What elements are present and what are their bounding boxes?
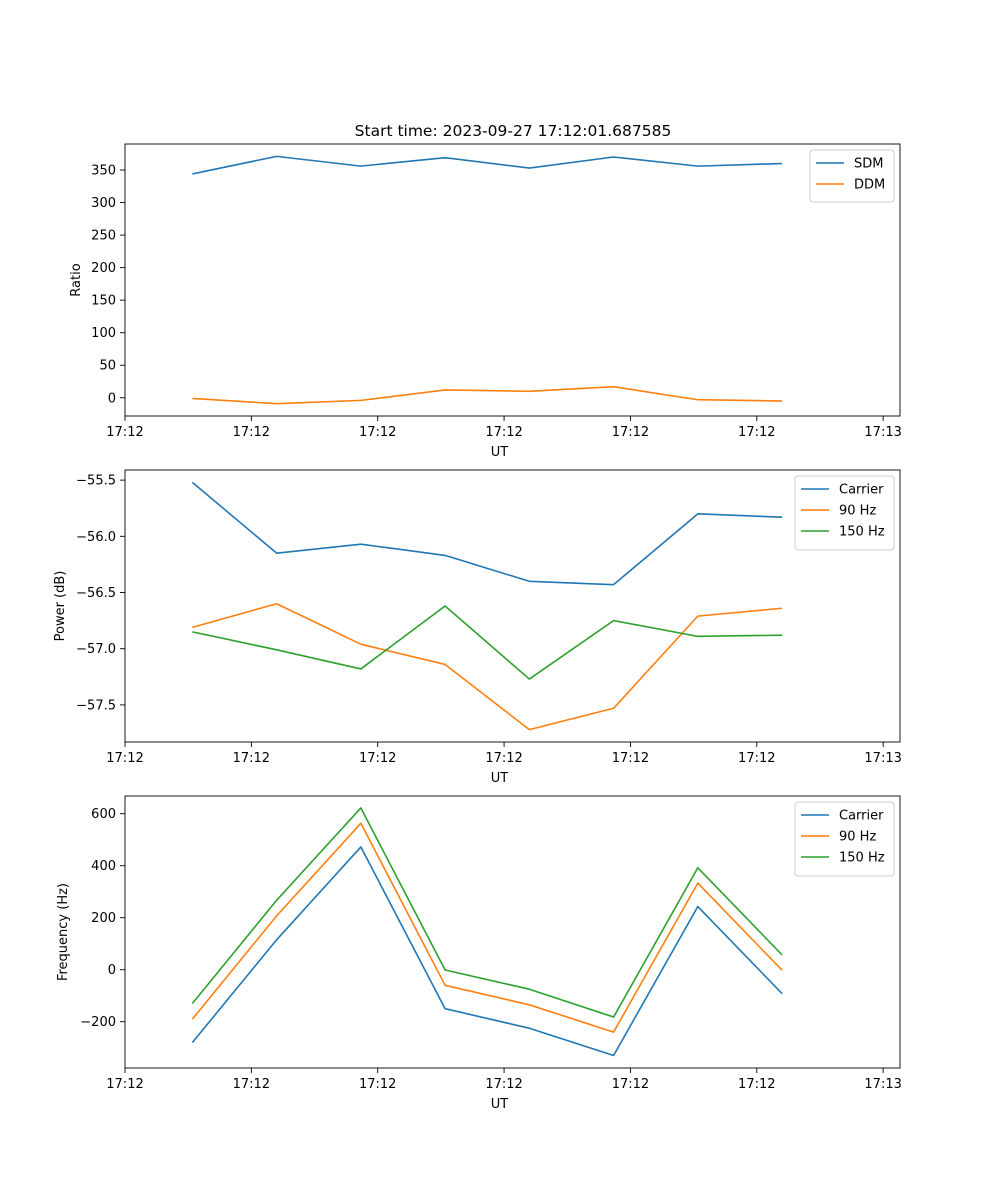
- x-tick-label: 17:12: [106, 425, 143, 440]
- y-tick-label: 200: [91, 911, 116, 926]
- x-tick-label: 17:13: [864, 425, 901, 440]
- y-tick-label: 400: [91, 859, 116, 874]
- axes-frame: [124, 469, 901, 743]
- y-tick-label: 150: [91, 294, 116, 309]
- x-tick-label: 17:12: [359, 425, 396, 440]
- x-tick-label: 17:12: [738, 425, 775, 440]
- legend: SDM DDM: [809, 149, 895, 203]
- x-tick-label: 17:12: [485, 425, 522, 440]
- x-tick-label: 17:12: [106, 751, 143, 766]
- subplot-3: 17:12 17:12 17:12 17:12 17:12 17:12 17:13 −200 0…: [56, 795, 902, 1112]
- series-line-150-hz: [192, 605, 783, 680]
- y-tick-label: 250: [91, 229, 116, 244]
- y-tick-label: 350: [91, 164, 116, 179]
- subplot-2: 17:12 17:12 17:12 17:12 17:12 17:12 17:13 −57.5…: [53, 469, 902, 786]
- y-axis-label: Frequency (Hz): [56, 883, 71, 981]
- y-tick-label: 0: [108, 963, 116, 978]
- series-line-carrier: [191, 481, 783, 586]
- y-tick-label: 300: [91, 196, 116, 211]
- x-axis-label: UT: [491, 445, 509, 460]
- series-line-sdm: [192, 155, 783, 175]
- figure-title: Start time: 2023-09-27 17:12:01.687585: [355, 122, 672, 140]
- x-tick-label: 17:12: [612, 425, 649, 440]
- y-tick-label: −57.5: [76, 698, 116, 713]
- y-tick-label: 200: [91, 261, 116, 276]
- x-axis-label: UT: [491, 771, 509, 786]
- legend-entry-label: SDM: [854, 157, 883, 172]
- axes-frame: [124, 143, 901, 417]
- series-line-90-hz: [191, 822, 783, 1033]
- x-tick-label: 17:13: [864, 1077, 901, 1092]
- y-tick-label: −56.0: [76, 530, 116, 545]
- series-line-carrier: [191, 846, 783, 1057]
- legend: Carrier 90 Hz 150 Hz: [794, 475, 895, 551]
- x-axis-label: UT: [491, 1097, 509, 1112]
- y-tick-label: −56.5: [76, 586, 116, 601]
- x-tick-label: 17:13: [864, 751, 901, 766]
- y-tick-label: 0: [108, 391, 116, 406]
- x-tick-label: 17:12: [612, 751, 649, 766]
- legend-entry-label: 90 Hz: [839, 504, 876, 519]
- y-tick-label: −200: [80, 1015, 116, 1030]
- x-tick-label: 17:12: [612, 1077, 649, 1092]
- subplot-1: 17:12 17:12 17:12 17:12 17:12 17:12 17:13 0 50 10…: [69, 143, 902, 460]
- y-axis-label: Power (dB): [53, 571, 68, 642]
- y-tick-label: 100: [91, 326, 116, 341]
- x-tick-label: 17:12: [485, 751, 522, 766]
- x-tick-label: 17:12: [233, 1077, 270, 1092]
- y-tick-label: −57.0: [76, 642, 116, 657]
- legend-entry-label: Carrier: [839, 809, 884, 824]
- legend-entry-label: DDM: [854, 178, 885, 193]
- y-tick-label: −55.5: [76, 474, 116, 489]
- legend-entry-label: 90 Hz: [839, 830, 876, 845]
- plots-group: 17:12 17:12 17:12 17:12 17:12 17:12 17:13 0 50 10…: [53, 143, 902, 1112]
- y-tick-label: 600: [91, 807, 116, 822]
- series-line-ddm: [192, 385, 783, 405]
- x-tick-label: 17:12: [233, 751, 270, 766]
- y-axis-label: Ratio: [69, 263, 84, 296]
- legend-entry-label: 150 Hz: [839, 525, 885, 540]
- x-tick-label: 17:12: [359, 751, 396, 766]
- legend: Carrier 90 Hz 150 Hz: [794, 801, 895, 877]
- x-tick-label: 17:12: [359, 1077, 396, 1092]
- x-tick-label: 17:12: [233, 425, 270, 440]
- legend-entry-label: Carrier: [839, 483, 884, 498]
- y-tick-label: 50: [99, 359, 116, 374]
- series-line-150-hz: [191, 807, 783, 1018]
- x-tick-label: 17:12: [738, 751, 775, 766]
- series-line-90-hz: [192, 602, 783, 731]
- axes-frame: [124, 795, 901, 1069]
- x-tick-label: 17:12: [106, 1077, 143, 1092]
- x-tick-label: 17:12: [738, 1077, 775, 1092]
- x-tick-label: 17:12: [485, 1077, 522, 1092]
- legend-entry-label: 150 Hz: [839, 851, 885, 866]
